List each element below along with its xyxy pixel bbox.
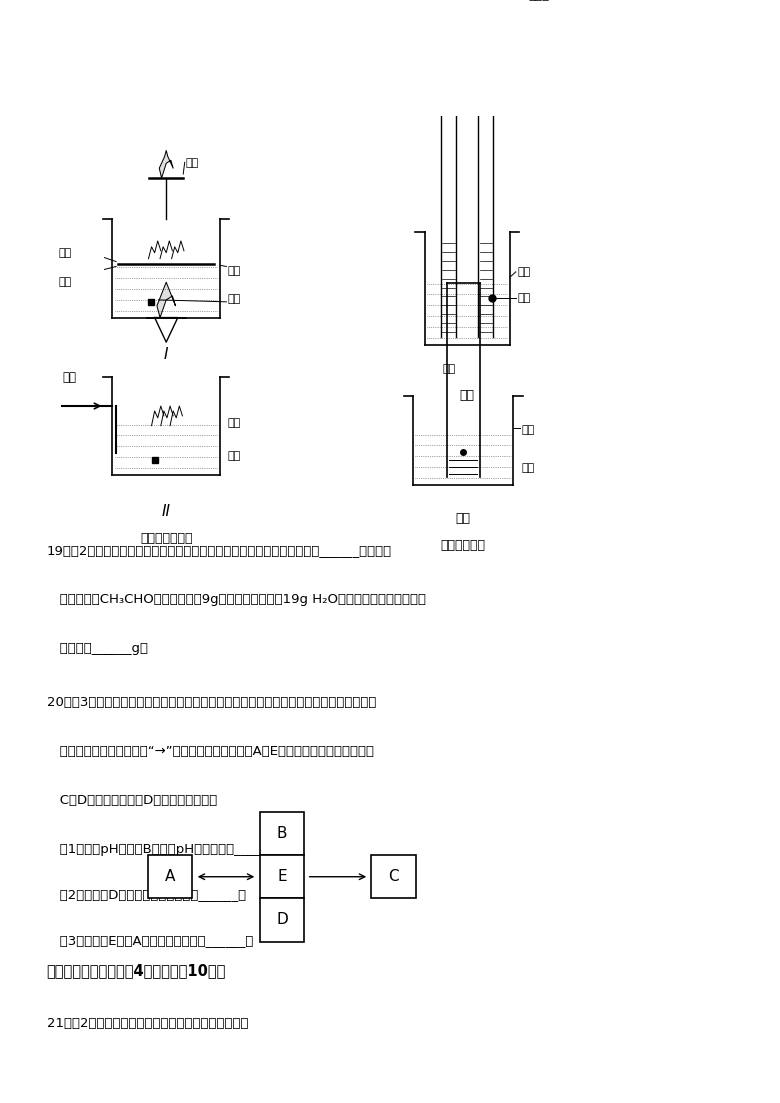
Text: （3）请书写E生成A对应的化学方程式______。: （3）请书写E生成A对应的化学方程式______。 [47, 934, 253, 946]
Text: 燃烧条件的实验: 燃烧条件的实验 [140, 532, 193, 545]
Text: C: C [388, 869, 399, 885]
Text: 红磷: 红磷 [517, 293, 530, 303]
Text: 白磷: 白磷 [442, 364, 456, 374]
Bar [260, 855, 304, 898]
Text: 热水: 热水 [228, 418, 241, 428]
Text: I: I [164, 347, 168, 362]
Text: 氧气: 氧气 [62, 372, 76, 384]
Text: C、D为同类别物质，D可以用于制烧碱。: C、D为同类别物质，D可以用于制烧碱。 [47, 794, 217, 807]
Text: 三、简答题（本题包括4个小题，入10分）: 三、简答题（本题包括4个小题，入10分） [47, 963, 226, 978]
Text: 白磷: 白磷 [228, 293, 241, 303]
Text: 21．（2分）请用微观粒子的相关知识解释如下现象。: 21．（2分）请用微观粒子的相关知识解释如下现象。 [47, 1017, 248, 1030]
Text: 白磷: 白磷 [58, 247, 72, 258]
Text: 图一: 图一 [459, 389, 475, 401]
Bar [147, 855, 193, 898]
Text: 瘦气球: 瘦气球 [529, 0, 550, 1]
Text: A: A [165, 869, 176, 885]
Bar [260, 898, 304, 942]
Text: 白磷: 白磷 [521, 463, 534, 473]
Text: 红磷: 红磷 [186, 159, 199, 169]
Bar [260, 812, 304, 855]
Text: 热水: 热水 [521, 425, 534, 435]
Text: 的质量为______g。: 的质量为______g。 [47, 642, 147, 655]
Text: E: E [277, 869, 287, 885]
Text: 20．（3分）图中各物质均为初中化学常见的物质，都含有地壳内含量最高的元素。它们的: 20．（3分）图中各物质均为初中化学常见的物质，都含有地壳内含量最高的元素。它们… [47, 696, 376, 709]
Polygon shape [159, 150, 173, 178]
Text: 白磷: 白磷 [228, 451, 241, 461]
Text: 改进后的实验: 改进后的实验 [441, 538, 486, 552]
Text: 图二: 图二 [456, 512, 471, 525]
Text: 热水: 热水 [517, 267, 530, 277]
Text: D: D [276, 912, 288, 928]
Text: 热水: 热水 [228, 267, 241, 277]
Text: 铜片: 铜片 [58, 277, 72, 287]
Text: （1）若用pH计测定B溶涵的pH値，其数値______7。: （1）若用pH计测定B溶涵的pH値，其数値______7。 [47, 844, 290, 856]
Polygon shape [157, 282, 176, 318]
Text: （2）请书写D制取烧碱的化学方程式______。: （2）请书写D制取烧碱的化学方程式______。 [47, 889, 246, 901]
Text: 醇和乙醇（CH₃CHO）的混合物兲9g，完全燃烧后生戕19g H₂O，则混合物中所含碳元素: 醇和乙醇（CH₃CHO）的混合物兲9g，完全燃烧后生戕19g H₂O，则混合物中… [47, 592, 426, 606]
Text: II: II [161, 504, 171, 520]
Text: 转化关系如图所示（其中“→”表示一步实现）。已知A、E为组成元素相同的氧化物，: 转化关系如图所示（其中“→”表示一步实现）。已知A、E为组成元素相同的氧化物， [47, 745, 374, 758]
Text: 19．（2分）乙醇俗称酒精，可以用作燃料，乙醇完全燃烧的化学方程式为______；现有乙: 19．（2分）乙醇俗称酒精，可以用作燃料，乙醇完全燃烧的化学方程式为______… [47, 544, 392, 557]
Bar [371, 855, 417, 898]
Text: B: B [277, 826, 287, 840]
